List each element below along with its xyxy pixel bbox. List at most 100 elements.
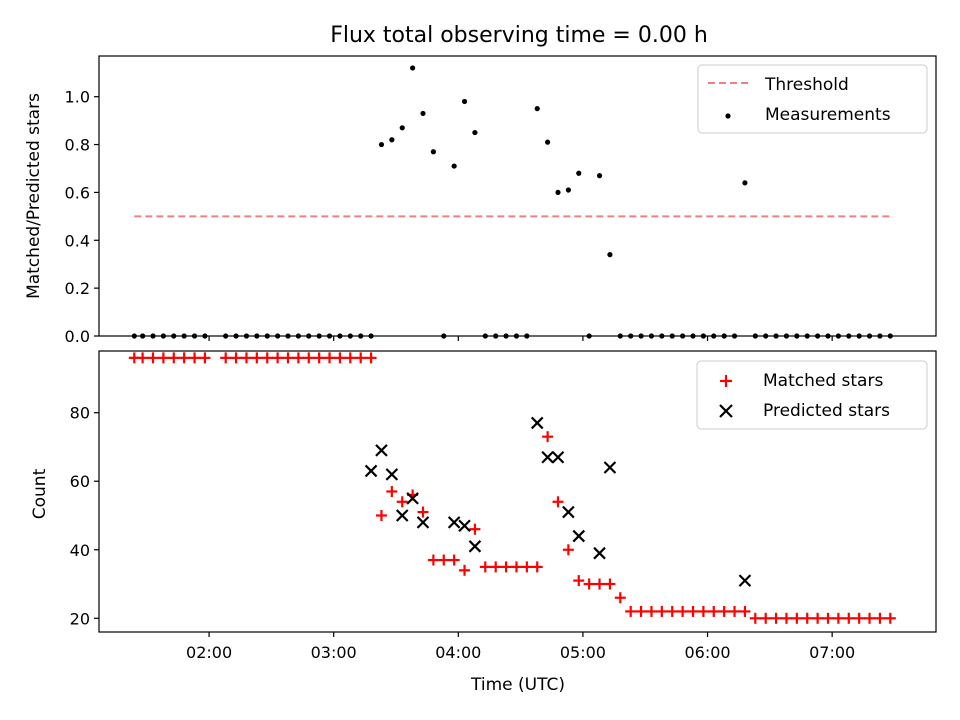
predicted-star-point	[458, 519, 471, 533]
matched-star-point	[417, 506, 429, 518]
measurement-point	[410, 65, 416, 71]
matched-star-point	[282, 352, 294, 364]
matched-star-point	[510, 561, 522, 573]
matched-star-point	[729, 605, 741, 617]
legend-measurement-label: Measurements	[765, 105, 891, 125]
matched-star-point	[261, 352, 273, 364]
matched-star-point	[355, 352, 367, 364]
matched-star-point	[677, 605, 689, 617]
matched-star-point	[760, 612, 772, 624]
matched-star-point	[625, 605, 637, 617]
matched-star-point	[594, 578, 606, 590]
predicted-star-point	[530, 416, 544, 430]
matched-star-point	[365, 352, 377, 364]
matched-star-point	[604, 578, 616, 590]
predicted-star-point	[375, 444, 388, 457]
bottom-x-ticks: 02:00 03:00 04:00 05:00 06:00 07:00	[186, 632, 855, 662]
predicted-star-point	[562, 505, 575, 519]
measurement-point	[451, 163, 457, 169]
top-y-ticks: 0.0 0.2 0.4 0.6 0.8 1.0	[65, 88, 99, 346]
bottom-legend: Matched stars Predicted stars	[696, 360, 928, 430]
y-tick-label: 0.0	[65, 327, 90, 346]
matched-star-point	[708, 605, 720, 617]
matched-star-point	[147, 352, 159, 364]
predicted-star-point	[395, 509, 409, 522]
matched-star-point	[687, 605, 699, 617]
measurement-point	[576, 170, 582, 176]
matched-star-point	[469, 523, 481, 535]
matched-star-point	[137, 352, 149, 364]
bottom-y-axis-label: Count	[30, 468, 50, 519]
y-tick-label: 40	[70, 541, 90, 560]
predicted-star-point	[468, 540, 482, 553]
legend-predicted-swatch	[719, 404, 733, 418]
matched-star-point	[386, 486, 398, 497]
matched-star-point	[697, 605, 709, 617]
matched-star-point	[531, 561, 543, 573]
predicted-stars-points	[364, 416, 752, 587]
matched-star-point	[459, 564, 471, 576]
top-panel: 0.0 0.2 0.4 0.6 0.8 1.0 Matched/Predicted sta…	[24, 55, 937, 346]
measurement-point	[742, 180, 748, 186]
matched-star-point	[157, 352, 169, 364]
predicted-star-point	[364, 464, 378, 478]
matched-star-point	[303, 352, 315, 364]
matched-star-point	[801, 612, 813, 624]
x-tick-label: 02:00	[186, 643, 232, 662]
predicted-star-point	[572, 529, 586, 543]
x-tick-label: 03:00	[311, 643, 357, 662]
top-x-ticks	[208, 336, 833, 341]
matched-star-point	[199, 352, 211, 364]
matched-star-point	[178, 352, 190, 364]
predicted-star-point	[593, 546, 606, 560]
measurement-point	[430, 149, 436, 155]
measurement-point	[545, 139, 551, 145]
measurement-point	[565, 187, 571, 193]
matched-star-point	[583, 578, 595, 590]
measurement-point	[472, 129, 478, 136]
matched-star-point	[822, 612, 834, 624]
measurement-point	[461, 98, 468, 105]
matched-star-point	[490, 561, 502, 573]
matched-star-point	[448, 554, 460, 566]
predicted-star-point	[385, 468, 399, 481]
matched-star-point	[542, 431, 554, 443]
matched-star-point	[334, 352, 346, 364]
predicted-star-point	[406, 492, 419, 505]
predicted-star-point	[551, 450, 565, 464]
x-tick-label: 05:00	[560, 643, 606, 662]
x-axis-label: Time (UTC)	[470, 675, 565, 695]
matched-star-point	[843, 612, 855, 624]
matched-stars-points	[128, 352, 896, 624]
matched-star-point	[853, 612, 865, 624]
predicted-star-point	[416, 516, 430, 529]
matched-star-point	[666, 605, 678, 617]
predicted-star-point	[541, 450, 554, 464]
matched-star-point	[770, 612, 782, 624]
matched-star-point	[552, 496, 564, 508]
matched-star-point	[718, 605, 730, 617]
matched-star-point	[884, 612, 896, 624]
measurement-point	[555, 189, 561, 196]
measurement-point	[399, 125, 405, 131]
matched-star-point	[220, 352, 232, 364]
y-tick-label: 20	[70, 609, 90, 628]
y-tick-label: 0.8	[65, 136, 90, 155]
matched-star-point	[230, 352, 242, 364]
y-tick-label: 60	[70, 472, 90, 491]
matched-star-point	[812, 612, 824, 624]
matched-star-point	[739, 605, 751, 617]
legend-predicted-label: Predicted stars	[763, 401, 890, 421]
predicted-star-point	[603, 461, 617, 474]
top-legend-box	[697, 64, 928, 134]
x-tick-label: 04:00	[435, 643, 481, 662]
bottom-y-ticks: 20 40 60 80	[70, 404, 99, 628]
measurement-point	[378, 141, 385, 148]
matched-star-point	[272, 352, 284, 364]
matched-star-point	[396, 496, 408, 508]
matched-star-point	[427, 554, 439, 566]
matched-star-point	[656, 605, 668, 617]
matched-star-point	[521, 561, 533, 573]
matched-star-point	[500, 561, 512, 573]
matched-star-point	[791, 612, 803, 624]
